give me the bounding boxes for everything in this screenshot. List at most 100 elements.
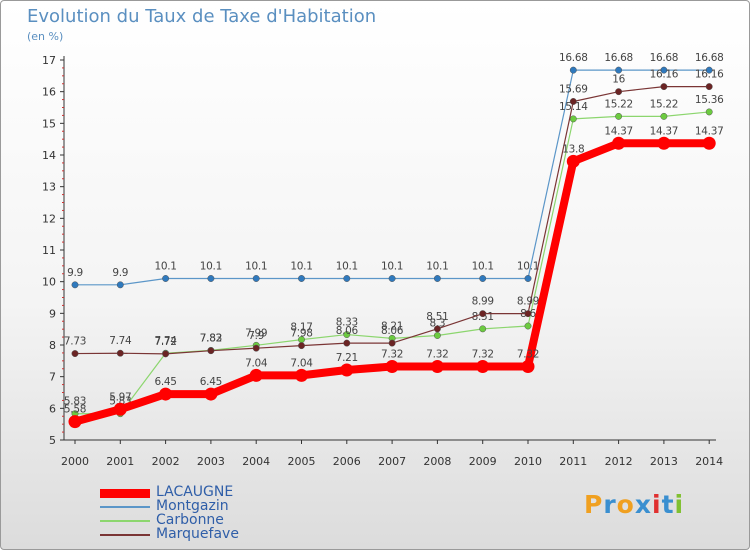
logo-letter: i (652, 490, 662, 519)
point-lacaugne-2010 (521, 360, 535, 374)
chart-title: Evolution du Taux de Taxe d'Habitation (27, 6, 377, 27)
data-label-marquefave-2014: 16.16 (695, 69, 724, 81)
point-montgazin-2009 (479, 275, 487, 282)
point-montgazin-2007 (388, 275, 396, 282)
point-marquefave-2009 (479, 310, 487, 318)
data-label-carbonne-2002: 7.74 (155, 335, 178, 347)
point-lacaugne-2000 (68, 415, 82, 429)
point-montgazin-2000 (71, 281, 79, 289)
point-marquefave-2004 (252, 344, 260, 352)
data-label-marquefave-2001: 7.74 (109, 335, 132, 347)
point-lacaugne-2008 (430, 360, 444, 374)
data-label-carbonne-2000: 5.83 (64, 396, 86, 408)
point-carbonne-2013 (660, 112, 668, 120)
data-label-marquefave-2013: 16.16 (650, 69, 679, 81)
data-label-lacaugne-2000: 5.58 (64, 404, 86, 416)
point-lacaugne-2014 (702, 136, 716, 150)
point-montgazin-2006 (343, 275, 351, 282)
data-label-marquefave-2009: 8.99 (472, 296, 494, 308)
x-tick-label-2005: 2005 (288, 455, 316, 468)
data-label-marquefave-2010: 8.99 (517, 296, 539, 308)
y-tick-label-7: 7 (49, 371, 56, 384)
x-tick-label-2002: 2002 (152, 455, 180, 468)
y-axis-unit: (en %) (27, 30, 64, 43)
point-montgazin-2014 (705, 66, 713, 74)
point-montgazin-2008 (433, 275, 441, 282)
point-carbonne-2010 (524, 322, 532, 330)
y-tick-label-12: 12 (42, 212, 56, 225)
point-lacaugne-2006 (340, 363, 354, 377)
point-marquefave-2005 (298, 342, 305, 350)
logo-letter: o (616, 490, 635, 519)
point-marquefave-2011 (569, 98, 577, 105)
point-marquefave-2013 (660, 83, 668, 91)
legend: LACAUGNE Montgazin Carbonne Marquefave (100, 484, 360, 542)
y-tick-label-10: 10 (42, 276, 56, 289)
data-label-lacaugne-2012: 14.37 (604, 125, 633, 137)
x-tick-label-2006: 2006 (333, 455, 361, 468)
data-label-lacaugne-2007: 7.32 (381, 349, 403, 361)
point-marquefave-2006 (343, 339, 351, 347)
data-label-carbonne-2014: 15.36 (695, 94, 724, 106)
data-label-montgazin-2010: 10.1 (517, 261, 539, 273)
data-label-montgazin-2009: 10.1 (472, 261, 494, 273)
y-tick-label-13: 13 (42, 181, 56, 194)
y-tick-label-11: 11 (42, 244, 56, 257)
point-marquefave-2008 (433, 325, 441, 333)
data-label-montgazin-2008: 10.1 (426, 261, 448, 273)
data-label-carbonne-2013: 15.22 (650, 98, 679, 110)
data-label-lacaugne-2008: 7.32 (426, 349, 448, 361)
data-label-montgazin-2000: 9.9 (67, 267, 83, 279)
y-tick-label-6: 6 (49, 402, 56, 415)
x-tick-label-2012: 2012 (605, 455, 633, 468)
x-tick-label-2001: 2001 (106, 455, 134, 468)
data-label-carbonne-2005: 8.17 (290, 322, 312, 334)
legend-swatch-montgazin (100, 506, 150, 508)
data-label-marquefave-2008: 8.51 (426, 311, 448, 323)
logo-letter: i (674, 490, 685, 519)
legend-label-lacaugne: LACAUGNE (156, 484, 234, 500)
data-label-marquefave-2002: 7.72 (155, 336, 177, 348)
data-label-montgazin-2007: 10.1 (381, 261, 403, 273)
x-tick-label-2004: 2004 (242, 455, 270, 468)
x-tick-label-2000: 2000 (61, 455, 89, 468)
legend-item-marquefave: Marquefave (100, 526, 360, 542)
data-label-lacaugne-2006: 7.21 (336, 352, 358, 364)
data-label-montgazin-2012: 16.68 (604, 52, 633, 64)
legend-label-marquefave: Marquefave (156, 526, 239, 542)
data-label-marquefave-2004: 7.9 (248, 330, 264, 342)
proxiti-logo: Proxiti (584, 490, 684, 519)
data-label-marquefave-2005: 7.98 (290, 328, 312, 340)
data-label-carbonne-2011: 15.14 (559, 101, 588, 113)
data-label-montgazin-2002: 10.1 (155, 261, 177, 273)
legend-label-carbonne: Carbonne (156, 512, 224, 528)
point-lacaugne-2002 (159, 387, 173, 401)
point-lacaugne-2013 (657, 136, 671, 150)
y-tick-label-14: 14 (42, 149, 56, 162)
x-tick-label-2011: 2011 (559, 455, 587, 468)
x-tick-label-2008: 2008 (423, 455, 451, 468)
data-label-montgazin-2013: 16.68 (650, 52, 679, 64)
data-label-carbonne-2012: 15.22 (604, 98, 633, 110)
point-montgazin-2002 (162, 275, 170, 282)
data-label-marquefave-2000: 7.73 (64, 336, 86, 348)
point-carbonne-2008 (433, 332, 441, 339)
y-tick-label-17: 17 (42, 54, 56, 67)
point-montgazin-2005 (298, 275, 305, 282)
data-label-marquefave-2011: 15.69 (559, 83, 588, 95)
data-label-lacaugne-2002: 6.45 (155, 376, 177, 388)
y-tick-label-5: 5 (49, 434, 56, 447)
point-montgazin-2012 (615, 66, 623, 74)
point-montgazin-2001 (116, 281, 124, 289)
data-label-lacaugne-2009: 7.32 (472, 349, 494, 361)
point-lacaugne-2005 (295, 368, 308, 382)
x-tick-label-2013: 2013 (650, 455, 678, 468)
y-tick-label-16: 16 (42, 86, 56, 99)
data-label-lacaugne-2003: 6.45 (200, 376, 222, 388)
point-montgazin-2004 (252, 275, 260, 282)
logo-letter: x (634, 490, 652, 519)
data-label-lacaugne-2004: 7.04 (245, 357, 268, 369)
point-marquefave-2014 (705, 83, 713, 91)
